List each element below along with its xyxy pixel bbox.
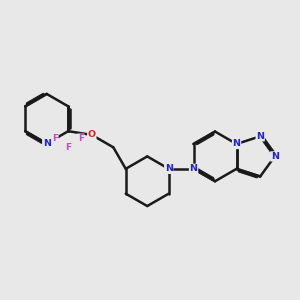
Text: N: N: [165, 164, 173, 173]
Text: N: N: [232, 140, 241, 148]
Text: F: F: [78, 134, 84, 143]
Text: N: N: [43, 139, 51, 148]
Text: F: F: [52, 134, 58, 143]
Text: N: N: [271, 152, 279, 161]
Text: O: O: [88, 130, 96, 140]
Text: N: N: [190, 164, 198, 173]
Text: N: N: [256, 132, 264, 141]
Text: F: F: [65, 143, 71, 152]
